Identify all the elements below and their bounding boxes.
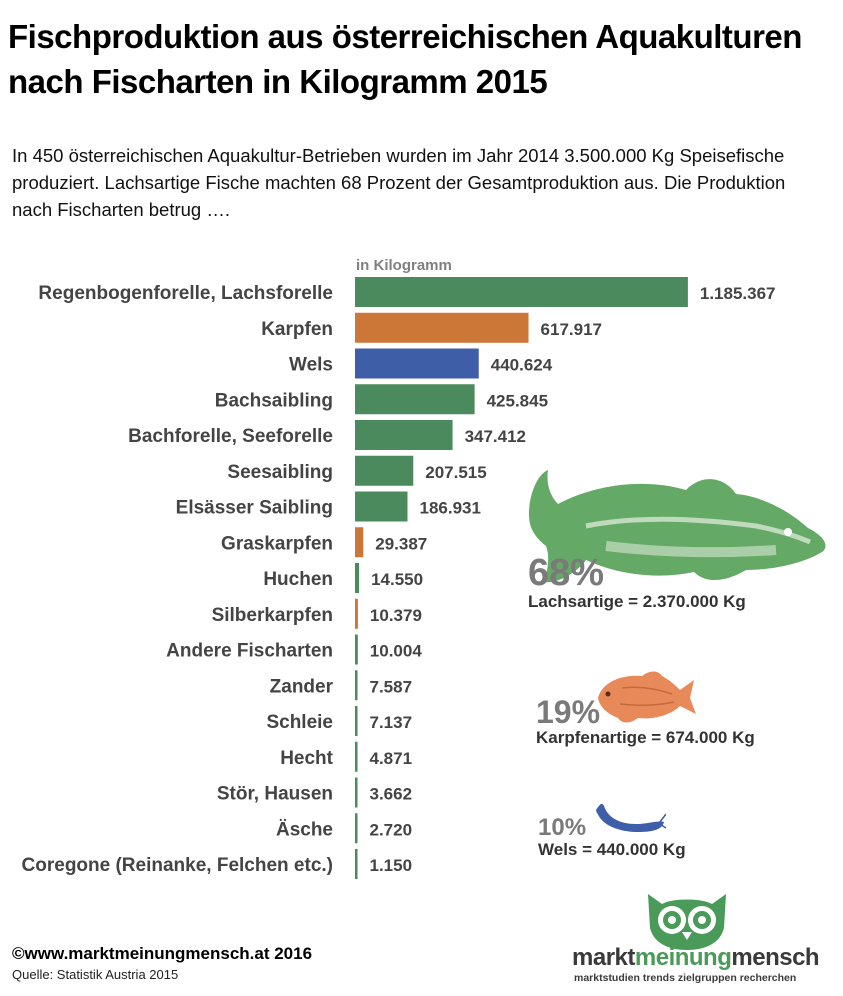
bar (355, 312, 529, 343)
value-label: 1.185.367 (700, 284, 776, 303)
chart-title: Fischproduktion aus österreichischen Aqu… (8, 18, 802, 100)
logo-word-1: markt (572, 944, 635, 971)
value-label: 1.150 (370, 856, 413, 875)
company-logo: marktmeinungmensch marktstudien trends z… (572, 888, 822, 988)
logo-tagline: marktstudien trends zielgruppen recherch… (574, 972, 797, 984)
bar (355, 491, 408, 522)
bar (355, 849, 358, 879)
value-label: 347.412 (465, 427, 526, 446)
value-label: 617.917 (541, 320, 602, 339)
callout-percent: 10% (538, 814, 587, 841)
category-label: Schleie (266, 712, 333, 733)
category-label: Bachsaibling (215, 390, 333, 411)
category-label: Elsässer Saibling (176, 498, 333, 519)
bar (355, 455, 414, 486)
bar (355, 813, 358, 844)
value-label: 4.871 (370, 749, 413, 768)
value-label: 14.550 (371, 570, 423, 589)
value-label: 207.515 (425, 463, 486, 482)
value-label: 186.931 (419, 499, 480, 518)
bar (355, 706, 358, 736)
carp-icon (598, 671, 696, 723)
category-label: Hecht (280, 748, 333, 769)
category-label: Seesaibling (227, 462, 333, 483)
callout-lachsartige: 68% Lachsartige = 2.370.000 Kg (528, 554, 746, 612)
copyright-text: ©www.marktmeinungmensch.at 2016 (12, 944, 313, 963)
callout-karpfenartige: 19% Karpfenartige = 674.000 Kg (536, 696, 755, 748)
unit-label: in Kilogramm (356, 257, 452, 274)
logo-word-2: meinung (634, 944, 732, 971)
bar (355, 277, 688, 307)
value-label: 440.624 (491, 356, 553, 375)
value-label: 425.845 (487, 391, 548, 410)
value-label: 3.662 (370, 785, 413, 804)
callout-percent: 68% (528, 552, 605, 594)
catfish-icon (596, 803, 666, 832)
source-text: Quelle: Statistik Austria 2015 (12, 967, 179, 982)
value-label: 2.720 (370, 820, 413, 839)
logo-wordmark: marktmeinungmensch (572, 944, 820, 972)
value-label: 10.379 (370, 606, 422, 625)
category-label: Andere Fischarten (166, 641, 333, 662)
bar (355, 348, 479, 379)
intro-text: In 450 österreichischen Aquakultur-Betri… (12, 145, 786, 220)
category-label: Zander (270, 676, 334, 697)
callout-label: Wels = 440.000 Kg (538, 840, 686, 859)
owl-icon (648, 894, 726, 950)
callout-label: Lachsartige = 2.370.000 Kg (528, 592, 746, 611)
value-label: 7.587 (370, 677, 413, 696)
bar (355, 563, 360, 593)
category-label: Äsche (276, 819, 333, 840)
logo-word-3: mensch (731, 944, 820, 971)
value-label: 29.387 (375, 534, 427, 553)
category-label: Wels (289, 355, 333, 376)
bar (355, 598, 358, 629)
bar (355, 741, 358, 772)
bar (355, 384, 475, 415)
bar (355, 634, 358, 665)
category-label: Stör, Hausen (217, 784, 333, 805)
category-label: Huchen (263, 569, 333, 590)
callout-percent: 19% (536, 694, 601, 730)
category-label: Silberkarpfen (212, 605, 333, 626)
bar-chart: Regenbogenforelle, Lachsforelle 1.185.367… (22, 277, 776, 879)
category-label: Coregone (Reinanke, Felchen etc.) (22, 855, 333, 876)
callout-wels: 10% Wels = 440.000 Kg (538, 816, 686, 860)
bar (355, 420, 453, 450)
bar (355, 670, 358, 701)
category-label: Regenbogenforelle, Lachsforelle (38, 283, 333, 304)
bar (355, 527, 364, 558)
value-label: 10.004 (370, 642, 423, 661)
salmon-icon (528, 470, 826, 583)
bar (355, 777, 358, 808)
category-label: Karpfen (261, 319, 333, 340)
value-label: 7.137 (370, 713, 413, 732)
category-label: Graskarpfen (221, 533, 333, 554)
category-label: Bachforelle, Seeforelle (128, 426, 333, 447)
callout-label: Karpfenartige = 674.000 Kg (536, 728, 755, 747)
